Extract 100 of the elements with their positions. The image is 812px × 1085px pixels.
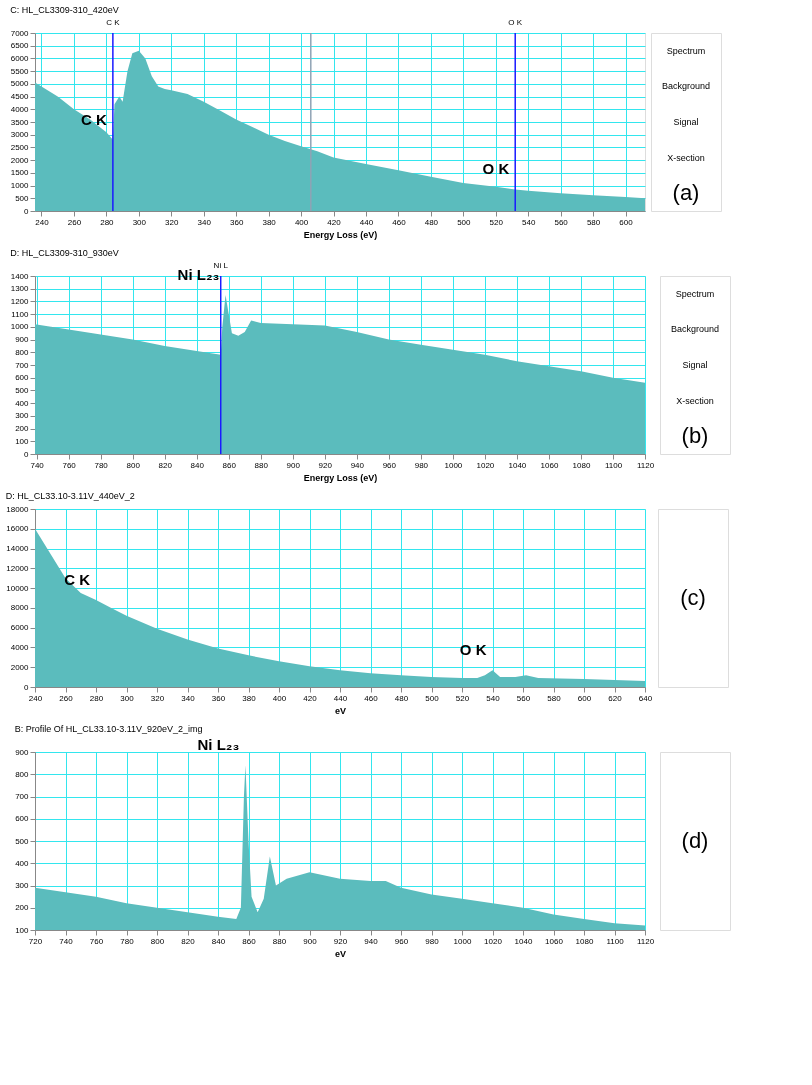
x-tick-label: 980 [414, 460, 429, 470]
ref-line-label: Ni L [213, 261, 229, 270]
x-tick-label: 480 [394, 693, 409, 703]
text: (b) [681, 423, 709, 449]
chart-title: B: Profile Of HL_CL33.10-3.11V_920eV_2_img [14, 724, 203, 735]
x-tick-label: 760 [62, 460, 77, 470]
x-tick-label: 1120 [636, 460, 655, 470]
x-tick-label: 1080 [575, 936, 594, 946]
y-tick-label: 0 [24, 449, 30, 459]
x-tick-label: 560 [516, 693, 531, 703]
x-tick-label: 320 [165, 217, 179, 227]
x-tick-label: 320 [150, 693, 165, 703]
x-tick-label: 1040 [508, 460, 527, 470]
x-tick-label: 240 [28, 693, 43, 703]
x-tick-label: 300 [132, 217, 147, 227]
x-tick-label: 500 [425, 693, 440, 703]
x-tick-label: 960 [382, 460, 397, 470]
x-tick-label: 300 [120, 693, 135, 703]
y-tick-label: 400 [15, 858, 30, 868]
x-tick-label: 420 [327, 217, 342, 227]
y-tick-label: 18000 [6, 504, 30, 514]
x-tick-label: 540 [522, 217, 536, 227]
x-tick-label: 800 [126, 460, 141, 470]
x-tick-label: 460 [392, 217, 407, 227]
x-tick-label: 720 [28, 936, 43, 946]
x-tick-label: 620 [608, 693, 623, 703]
y-tick-label: 900 [15, 747, 30, 757]
y-tick-label: 100 [15, 925, 30, 935]
y-tick-label: 700 [15, 360, 30, 370]
x-tick-label: 1000 [453, 936, 472, 946]
x-tick-label: 260 [59, 693, 74, 703]
chart-title: D: HL_CL33.10-3.11V_440eV_2 [5, 491, 135, 501]
text: Background [670, 324, 720, 335]
x-tick-label: 1040 [514, 936, 533, 946]
annotation: Ni L₂₃ [197, 736, 240, 754]
y-tick-label: 6500 [10, 41, 30, 51]
x-tick-label: 1060 [545, 936, 564, 946]
text: X-section [676, 395, 714, 406]
text: Signal [673, 117, 699, 127]
x-tick-label: 380 [242, 693, 257, 703]
x-tick-label: 800 [150, 936, 165, 946]
x-tick-label: 900 [303, 936, 318, 946]
y-tick-label: 1200 [10, 296, 30, 306]
x-tick-label: 520 [455, 693, 470, 703]
y-tick-label: 600 [15, 373, 30, 383]
x-tick-label: 880 [272, 936, 287, 946]
y-tick-label: 400 [15, 398, 30, 408]
x-tick-label: 340 [181, 693, 196, 703]
x-tick-label: 940 [364, 936, 379, 946]
y-tick-label: 8000 [10, 603, 30, 613]
y-tick-label: 7000 [10, 28, 30, 38]
y-tick-label: 1500 [10, 168, 30, 178]
x-tick-label: 840 [190, 460, 205, 470]
y-tick-label: 700 [15, 792, 30, 801]
y-tick-label: 300 [15, 881, 30, 890]
x-tick-label: 540 [486, 693, 501, 703]
chart-title: C: HL_CL3309-310_420eV [10, 5, 119, 15]
text: (a) [672, 180, 700, 206]
y-tick-label: 100 [15, 436, 30, 446]
x-tick-label: 240 [35, 217, 50, 227]
x-tick-label: 1000 [444, 460, 463, 470]
text: (c) [680, 585, 706, 610]
x-axis-title: eV [334, 705, 347, 716]
y-tick-label: 500 [15, 836, 30, 846]
text: Background [661, 81, 711, 92]
x-axis-title: Energy Loss (eV) [303, 229, 378, 240]
y-tick-label: 5500 [10, 66, 30, 76]
x-tick-label: 580 [586, 217, 601, 227]
y-tick-label: 2000 [10, 662, 30, 672]
x-tick-label: 940 [350, 460, 365, 470]
y-tick-label: 2000 [10, 155, 30, 165]
x-tick-label: 360 [229, 217, 244, 227]
x-tick-label: 1020 [476, 460, 495, 470]
y-tick-label: 800 [15, 769, 30, 779]
y-tick-label: 5000 [10, 79, 30, 89]
y-tick-label: 6000 [10, 623, 30, 633]
x-tick-label: 400 [294, 217, 309, 227]
x-tick-label: 820 [158, 460, 173, 470]
y-tick-label: 16000 [6, 524, 30, 534]
x-tick-label: 920 [318, 460, 333, 470]
y-tick-label: 3500 [10, 117, 30, 127]
ref-line-label: C K [106, 18, 121, 27]
x-tick-label: 560 [554, 217, 569, 227]
x-tick-label: 380 [262, 217, 277, 227]
y-tick-label: 600 [15, 814, 30, 824]
x-tick-label: 740 [59, 936, 74, 946]
y-tick-label: 6000 [10, 53, 30, 63]
y-tick-label: 500 [15, 193, 30, 203]
y-tick-label: 0 [24, 682, 30, 692]
x-tick-label: 340 [197, 217, 212, 227]
y-tick-label: 200 [15, 424, 30, 434]
x-tick-label: 960 [394, 936, 409, 946]
x-tick-label: 520 [489, 217, 504, 227]
y-tick-label: 2500 [10, 142, 30, 152]
x-tick-label: 640 [638, 693, 653, 703]
y-tick-label: 4000 [10, 642, 30, 652]
y-tick-label: 1100 [11, 309, 30, 319]
x-axis-title: eV [334, 948, 347, 959]
y-tick-label: 1000 [10, 322, 30, 332]
y-tick-label: 800 [15, 347, 30, 357]
